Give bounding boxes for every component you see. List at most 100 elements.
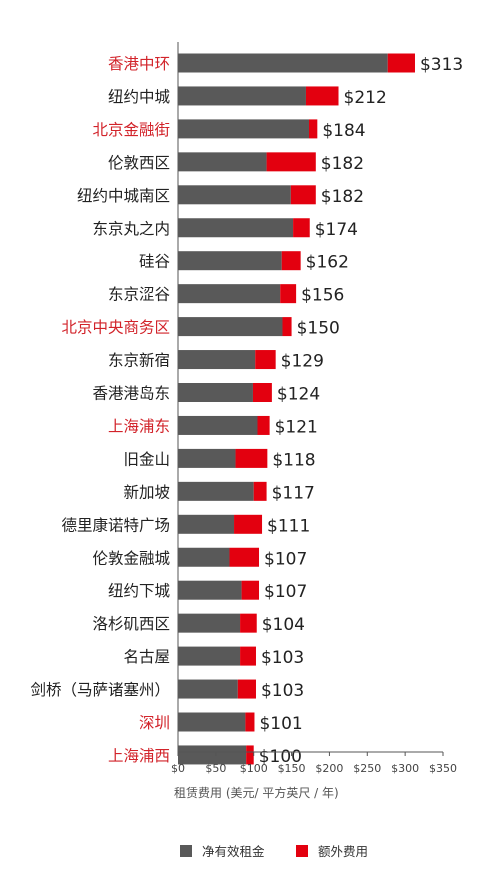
bar-segment-extra-cost xyxy=(253,481,267,501)
x-axis-title: 租赁费用 (美元/ 平方英尺 / 年) xyxy=(174,785,339,800)
legend-label: 额外费用 xyxy=(318,844,368,859)
bar-segment-extra-cost xyxy=(282,317,292,337)
bar-segment-net-rent xyxy=(178,580,242,600)
bar-total-label: $103 xyxy=(261,648,304,668)
x-tick-label: $150 xyxy=(278,762,306,775)
bar-segment-extra-cost xyxy=(290,185,316,205)
bar-segment-net-rent xyxy=(178,86,306,106)
x-tick-label: $250 xyxy=(353,762,381,775)
category-label: 香港港岛东 xyxy=(92,385,170,403)
x-tick-label: $200 xyxy=(315,762,343,775)
bar-segment-extra-cost xyxy=(241,580,260,600)
bar-segment-extra-cost xyxy=(246,745,254,765)
bar-segment-extra-cost xyxy=(266,152,316,172)
bar-segment-net-rent xyxy=(178,251,282,271)
bar-total-label: $182 xyxy=(321,187,364,207)
bar-segment-net-rent xyxy=(178,152,267,172)
bar-segment-net-rent xyxy=(178,185,291,205)
bar-segment-extra-cost xyxy=(235,448,268,468)
bar-total-label: $104 xyxy=(262,615,305,635)
bar-segment-extra-cost xyxy=(257,415,270,435)
category-label: 名古屋 xyxy=(123,648,170,666)
bar-segment-extra-cost xyxy=(305,86,339,106)
category-label: 北京金融街 xyxy=(92,121,170,139)
bar-segment-extra-cost xyxy=(280,284,297,304)
bar-total-label: $174 xyxy=(315,220,358,240)
legend-swatch xyxy=(296,845,308,857)
x-tick-label: $300 xyxy=(391,762,419,775)
category-label: 伦敦西区 xyxy=(108,154,170,172)
legend-label: 净有效租金 xyxy=(202,844,265,859)
bar-segment-net-rent xyxy=(178,547,230,567)
bar-segment-net-rent xyxy=(178,646,241,666)
bar-total-label: $107 xyxy=(264,582,307,602)
bar-segment-net-rent xyxy=(178,679,238,699)
bar-total-label: $101 xyxy=(259,714,302,734)
bar-segment-extra-cost xyxy=(229,547,260,567)
category-label: 纽约中城南区 xyxy=(77,187,170,205)
bar-segment-extra-cost xyxy=(240,646,256,666)
bar-segment-net-rent xyxy=(178,218,294,238)
bar-total-label: $107 xyxy=(264,549,307,569)
bar-total-label: $121 xyxy=(275,417,318,437)
bar-total-label: $162 xyxy=(306,253,349,273)
bar-total-label: $111 xyxy=(267,516,310,536)
bar-segment-net-rent xyxy=(178,119,309,139)
bar-total-label: $103 xyxy=(261,681,304,701)
x-tick-label: $350 xyxy=(429,762,457,775)
bar-total-label: $124 xyxy=(277,385,320,405)
bar-total-label: $212 xyxy=(344,88,387,108)
bar-segment-net-rent xyxy=(178,284,281,304)
category-label: 纽约下城 xyxy=(108,582,171,600)
bar-segment-extra-cost xyxy=(234,514,263,534)
category-label: 深圳 xyxy=(139,714,170,732)
bar-segment-extra-cost xyxy=(308,119,318,139)
bar-total-label: $156 xyxy=(301,286,344,306)
bar-segment-net-rent xyxy=(178,514,235,534)
bar-total-label: $313 xyxy=(420,55,463,75)
category-label: 东京新宿 xyxy=(108,352,170,370)
bar-segment-net-rent xyxy=(178,448,236,468)
category-label: 东京丸之内 xyxy=(92,220,170,238)
bar-segment-net-rent xyxy=(178,481,254,501)
category-label: 旧金山 xyxy=(123,450,170,468)
bar-segment-net-rent xyxy=(178,712,246,732)
bar-segment-extra-cost xyxy=(245,712,255,732)
bar-total-label: $150 xyxy=(297,319,340,339)
category-label: 香港中环 xyxy=(108,55,170,73)
bar-total-label: $129 xyxy=(281,352,324,372)
category-label: 东京涩谷 xyxy=(108,286,170,304)
category-label: 德里康诺特广场 xyxy=(61,516,170,534)
bar-segment-extra-cost xyxy=(237,679,256,699)
category-label: 新加坡 xyxy=(123,483,170,501)
category-label: 硅谷 xyxy=(139,253,170,271)
legend-swatch xyxy=(180,845,192,857)
bar-segment-net-rent xyxy=(178,53,388,73)
category-label: 洛杉矶西区 xyxy=(92,615,170,633)
bar-total-label: $118 xyxy=(272,450,315,470)
bar-segment-extra-cost xyxy=(281,251,301,271)
bar-segment-net-rent xyxy=(178,745,247,765)
category-label: 上海浦东 xyxy=(108,417,170,435)
x-tick-label: $0 xyxy=(171,762,185,775)
category-label: 纽约中城 xyxy=(108,88,171,106)
bar-segment-net-rent xyxy=(178,415,258,435)
x-tick-label: $50 xyxy=(205,762,226,775)
bar-total-label: $184 xyxy=(322,121,365,141)
bar-segment-extra-cost xyxy=(387,53,415,73)
x-tick-label: $100 xyxy=(240,762,268,775)
bar-segment-net-rent xyxy=(178,613,241,633)
bar-segment-extra-cost xyxy=(252,383,272,402)
bar-segment-net-rent xyxy=(178,317,283,337)
bar-segment-net-rent xyxy=(178,383,253,402)
category-label: 伦敦金融城 xyxy=(92,549,170,567)
bar-segment-extra-cost xyxy=(240,613,257,633)
bar-segment-net-rent xyxy=(178,350,256,370)
category-label: 剑桥（马萨诸塞州） xyxy=(30,681,170,699)
category-label: 北京中央商务区 xyxy=(61,319,170,337)
bar-segment-extra-cost xyxy=(293,218,310,238)
bar-segment-extra-cost xyxy=(255,350,276,370)
bar-total-label: $182 xyxy=(321,154,364,174)
